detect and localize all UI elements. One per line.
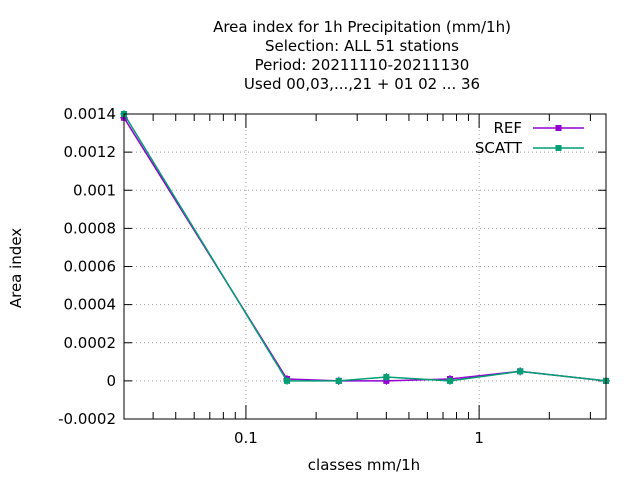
y-tick-label: 0.0008: [64, 219, 117, 237]
title-line: Area index for 1h Precipitation (mm/1h): [213, 18, 511, 36]
y-axis-label: Area index: [7, 228, 25, 308]
y-tick-label: 0.0006: [64, 258, 117, 276]
plot-frame: [123, 113, 607, 420]
y-tick-label: -0.0002: [58, 410, 116, 428]
x-axis-label: classes mm/1h: [308, 456, 420, 474]
title-line: Selection: ALL 51 stations: [265, 37, 459, 55]
title-line: Used 00,03,...,21 + 01 02 ... 36: [244, 75, 480, 93]
title-line: Period: 20211110-20211130: [255, 56, 470, 74]
legend-label: REF: [493, 119, 522, 137]
y-tick-label: 0.0004: [64, 296, 117, 314]
y-tick-label: 0: [106, 372, 116, 390]
legend: REF SCATT: [475, 119, 584, 157]
y-tick-label: 0.001: [73, 181, 116, 199]
chart-title: Area index for 1h Precipitation (mm/1h)S…: [213, 18, 511, 93]
y-tick-label: 0.0012: [64, 143, 117, 161]
data-series: [120, 110, 610, 385]
tick-labels: -0.0002 0 0.0002 0.0004 0.0006 0.0008 0.001 0.0…: [58, 105, 484, 447]
series-line-ref: [123, 117, 607, 382]
series-line-scatt: [123, 113, 607, 382]
legend-marker: [555, 145, 562, 151]
y-tick-label: 0.0014: [64, 105, 117, 123]
legend-label: SCATT: [475, 139, 523, 157]
x-tick-label: 0.1: [234, 429, 258, 447]
y-tick-label: 0.0002: [64, 334, 117, 352]
legend-marker: [555, 125, 562, 131]
x-tick-label: 1: [474, 429, 484, 447]
